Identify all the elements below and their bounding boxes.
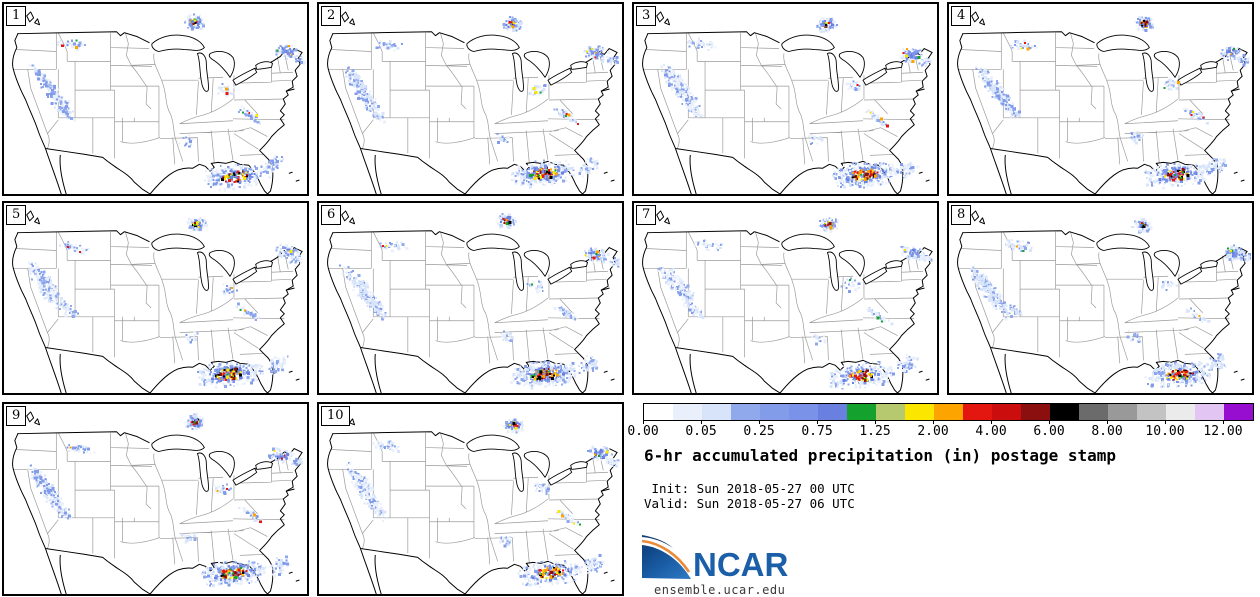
colorbar-tick xyxy=(1049,420,1050,424)
colorbar-segment xyxy=(1166,404,1195,420)
us-map xyxy=(642,210,933,393)
member-panel-9: 9 xyxy=(2,402,309,596)
ncar-logo-text: NCAR xyxy=(693,546,788,583)
colorbar-tick-label: 2.00 xyxy=(917,424,949,439)
member-panel-1: 1 xyxy=(2,2,309,196)
us-map xyxy=(327,411,620,594)
colorbar-segment xyxy=(992,404,1021,420)
colorbar-tick xyxy=(643,420,644,424)
colorbar-segment xyxy=(1108,404,1137,420)
precipitation-field xyxy=(344,16,620,189)
colorbar-segment xyxy=(847,404,876,420)
member-panel-5: 5 xyxy=(2,201,309,395)
colorbar-tick xyxy=(759,420,760,424)
colorbar-segment xyxy=(673,404,702,420)
colorbar-tick-label: 12.00 xyxy=(1203,424,1243,439)
precipitation-field xyxy=(28,13,307,192)
colorbar-segment xyxy=(876,404,905,420)
colorbar-tick-label: 1.25 xyxy=(859,424,891,439)
colorbar-tick xyxy=(1107,420,1108,424)
colorbar-segment xyxy=(731,404,760,420)
us-map xyxy=(12,411,303,594)
colorbar-tick-label: 4.00 xyxy=(975,424,1007,439)
member-panel-2: 2 xyxy=(317,2,624,196)
colorbar-segment xyxy=(1079,404,1108,420)
valid-time-label: Valid: Sun 2018-05-27 06 UTC xyxy=(644,496,855,511)
colorbar-tick-label: 0.25 xyxy=(743,424,775,439)
us-map xyxy=(957,210,1252,393)
colorbar-tick-label: 0.05 xyxy=(685,424,717,439)
precip-colorbar xyxy=(643,403,1254,421)
precipitation-field xyxy=(27,413,303,587)
colorbar-tick-label: 10.00 xyxy=(1145,424,1185,439)
colorbar-segment xyxy=(1137,404,1166,420)
colorbar-segment xyxy=(644,404,673,420)
member-panel-10: 10 xyxy=(317,402,624,596)
us-map xyxy=(12,210,303,393)
colorbar-segment xyxy=(818,404,847,420)
ncar-swoosh-icon xyxy=(641,535,691,579)
colorbar-segment xyxy=(702,404,731,420)
member-number-badge: 5 xyxy=(6,205,27,225)
member-number-badge: 8 xyxy=(951,205,972,225)
colorbar-segment xyxy=(1195,404,1224,420)
member-panel-3: 3 xyxy=(632,2,939,196)
colorbar-segment xyxy=(1050,404,1079,420)
colorbar-tick xyxy=(875,420,876,424)
us-map xyxy=(642,11,933,194)
member-number-badge: 7 xyxy=(636,205,657,225)
colorbar-tick xyxy=(933,420,934,424)
colorbar-tick-label: 8.00 xyxy=(1091,424,1123,439)
precipitation-field xyxy=(657,217,933,390)
colorbar-tick-label: 0.75 xyxy=(801,424,833,439)
colorbar-segment xyxy=(905,404,934,420)
precipitation-field xyxy=(346,418,620,588)
colorbar-tick xyxy=(701,420,702,424)
colorbar-segment xyxy=(760,404,789,420)
colorbar-tick xyxy=(1165,420,1166,424)
member-number-badge: 2 xyxy=(321,6,342,26)
member-panel-7: 7 xyxy=(632,201,939,395)
legend-block: 0.00 0.05 0.25 0.75 1.25 2.00 4.00 6.00 8.00 10.0… xyxy=(627,402,1260,597)
member-number-badge: 4 xyxy=(951,6,972,26)
member-number-badge: 1 xyxy=(6,6,27,26)
member-panel-4: 4 xyxy=(947,2,1254,196)
member-panel-8: 8 xyxy=(947,201,1254,395)
init-time-label: Init: Sun 2018-05-27 00 UTC xyxy=(644,481,855,496)
member-number-badge: 10 xyxy=(321,406,350,426)
member-panel-6: 6 xyxy=(317,201,624,395)
precipitation-field xyxy=(660,17,932,189)
member-number-badge: 6 xyxy=(321,205,342,225)
source-url: ensemble.ucar.edu xyxy=(654,583,786,597)
us-map xyxy=(957,11,1250,194)
colorbar-segment xyxy=(934,404,963,420)
colorbar-segment xyxy=(963,404,992,420)
member-number-badge: 3 xyxy=(636,6,657,26)
colorbar-tick xyxy=(1223,420,1224,424)
us-map xyxy=(327,11,620,194)
us-map xyxy=(12,11,307,194)
colorbar-tick xyxy=(991,420,992,424)
us-map xyxy=(327,210,621,393)
plot-title: 6-hr accumulated precipitation (in) post… xyxy=(644,446,1117,465)
ncar-logo: NCAR xyxy=(641,535,788,583)
colorbar-tick xyxy=(817,420,818,424)
colorbar-tick-label: 0.00 xyxy=(627,424,659,439)
colorbar-tick-label: 6.00 xyxy=(1033,424,1065,439)
member-number-badge: 9 xyxy=(6,406,27,426)
colorbar-segment xyxy=(1021,404,1050,420)
colorbar-segment xyxy=(789,404,818,420)
colorbar-segment xyxy=(1224,404,1253,420)
